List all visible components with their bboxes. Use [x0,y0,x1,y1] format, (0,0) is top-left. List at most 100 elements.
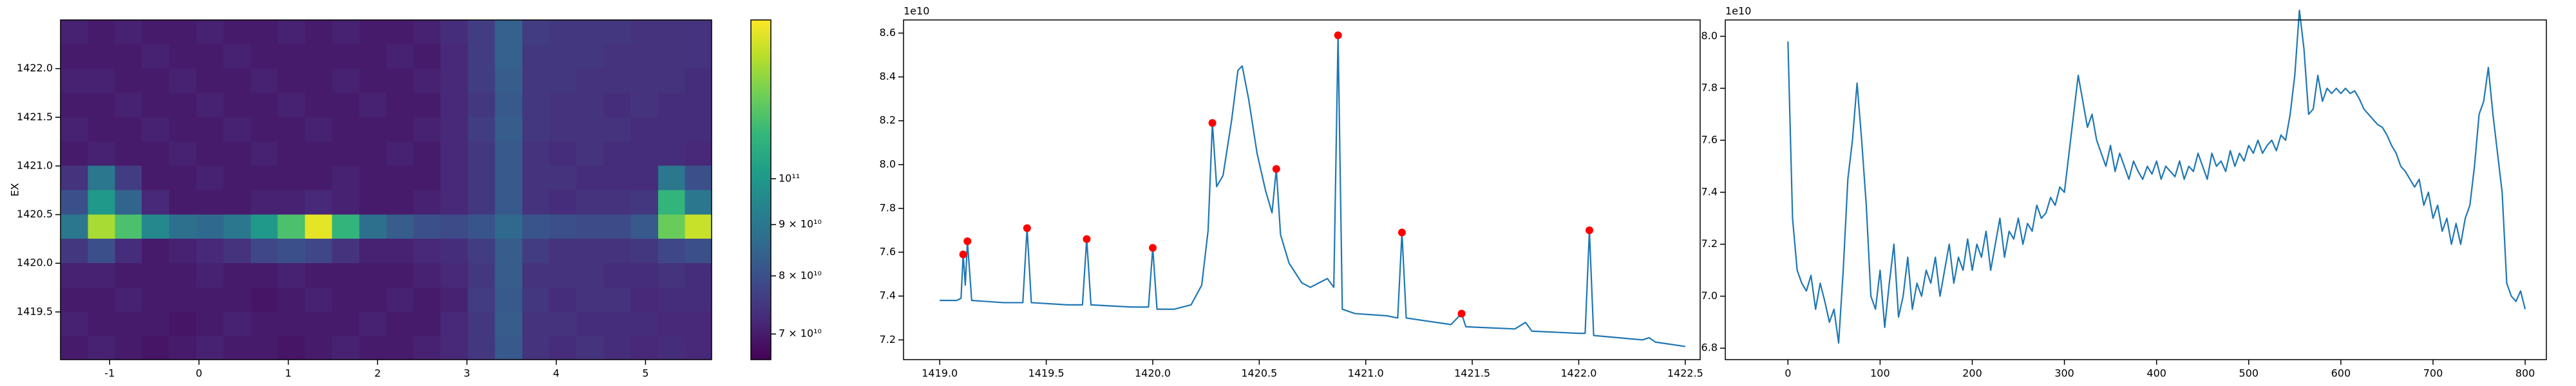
heatmap-cell [61,214,88,239]
heatmap-cell [413,92,441,118]
heatmap-cell [115,287,142,312]
heatmap-cell [685,238,712,263]
heatmap-cell [413,68,441,93]
heatmap-cell [413,262,441,288]
heatmap-cell [630,335,659,360]
x-tick-label: 2 [374,367,381,380]
data-line [940,34,1686,347]
heatmap-cell [196,68,224,93]
heatmap-cell [658,20,685,44]
heatmap-cell [61,44,88,69]
heatmap-cell [603,165,631,190]
heatmap-cell [549,20,577,44]
heatmap-cell [115,116,142,142]
heatmap-cell [305,287,333,312]
y-tick-label: 8.0 [1701,30,1718,42]
heatmap-cell [196,165,224,190]
heatmap-cell [196,238,224,263]
heatmap-cell [223,287,251,312]
heatmap-cell [196,262,224,288]
heatmap-cell [576,44,604,69]
heatmap-cell [169,68,197,93]
heatmap-cell [468,311,496,336]
heatmap-cell [468,165,496,190]
heatmap-cell [413,335,441,360]
heatmap-cell [332,20,360,44]
heatmap-cell [549,214,577,239]
heatmap-cell [685,214,712,239]
heatmap-cell [495,262,523,288]
heatmap-cell [142,68,169,93]
heatmap-cell [603,335,631,360]
heatmap-cell [278,214,305,239]
heatmap-cell [495,214,523,239]
peak-marker [959,250,967,259]
heatmap-cell [278,20,305,44]
heatmap-cell [251,311,278,336]
heatmap [61,20,712,360]
heatmap-cell [359,141,387,166]
peak-marker [1586,226,1594,235]
y-tick-label: 1420.5 [17,208,53,220]
heatmap-cell [549,92,577,118]
heatmap-cell [685,190,712,215]
heatmap-cell [196,335,224,360]
heatmap-cell [223,190,251,215]
heatmap-cell [196,44,224,69]
heatmap-cell [305,92,333,118]
heatmap-cell [88,311,116,336]
heatmap-cell [630,92,659,118]
heatmap-cell [386,92,414,118]
heatmap-cell [522,44,550,69]
colorbar-frame [750,19,772,360]
heatmap-cell [468,190,496,215]
heatmap-cell [196,214,224,239]
heatmap-cell [440,238,468,263]
heatmap-cell [413,238,441,263]
heatmap-cell [305,20,333,44]
heatmap-cell [196,141,224,166]
heatmap-cell [603,287,631,312]
heatmap-cell [386,190,414,215]
x-tick-label: 1421.0 [1348,367,1384,380]
heatmap-cell [658,68,685,93]
heatmap-cell [305,141,333,166]
heatmap-cell [549,68,577,93]
heatmap-cell [685,44,712,69]
heatmap-cell [332,190,360,215]
heatmap-cell [658,238,685,263]
heatmap-cell [278,311,305,336]
heatmap-cell [169,335,197,360]
heatmap-cell [169,190,197,215]
heatmap-cell [440,262,468,288]
heatmap-cell [196,20,224,44]
heatmap-cell [658,190,685,215]
heatmap-cell [522,262,550,288]
heatmap-cell [630,287,659,312]
heatmap-cell [522,92,550,118]
heatmap-cell [658,165,685,190]
heatmap-cell [61,287,88,312]
heatmap-cell [495,190,523,215]
heatmap-cell [278,335,305,360]
heatmap-cell [88,68,116,93]
heatmap-cell [658,92,685,118]
heatmap-cell [61,311,88,336]
heatmap-cell [142,262,169,288]
heatmap-cell [251,238,278,263]
heatmap-cell [61,68,88,93]
heatmap-cell [278,165,305,190]
heatmap-cell [522,20,550,44]
heatmap-cell [576,238,604,263]
heatmap-cell [440,311,468,336]
heatmap-cell [603,141,631,166]
heatmap-cell [359,68,387,93]
x-tick-label: 300 [2054,367,2074,380]
peak-marker [1457,309,1466,318]
heatmap-cell [278,287,305,312]
heatmap-cell [61,92,88,118]
heatmap-cell [142,311,169,336]
heatmap-cell [440,165,468,190]
heatmap-cell [305,116,333,142]
